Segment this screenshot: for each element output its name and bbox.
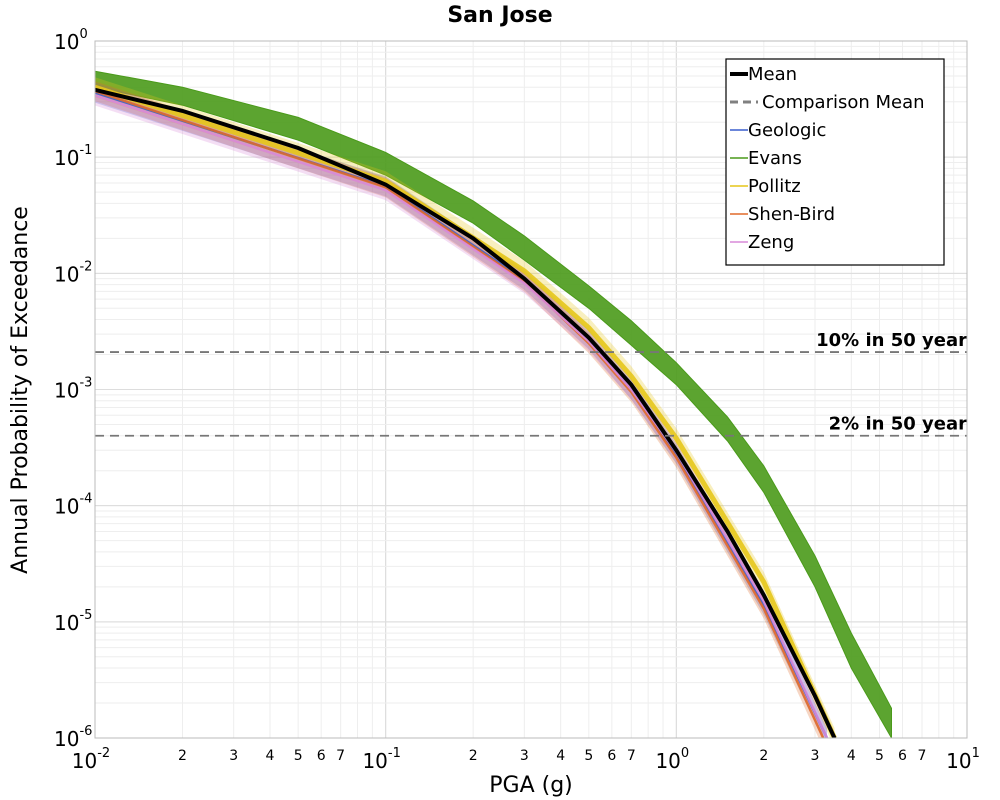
reference-lines: 10% in 50 year 2% in 50 year xyxy=(95,330,967,437)
y-tick-label: 10-2 xyxy=(54,259,92,286)
y-tick-label: 10-1 xyxy=(54,143,92,170)
x-axis-label: PGA (g) xyxy=(489,773,573,798)
series-line-zeng xyxy=(95,94,829,738)
x-minor-tick-label: 6 xyxy=(607,748,616,764)
legend: Mean Comparison Mean Geologic Evans Pollitz S… xyxy=(725,58,945,266)
legend-label-shen-bird: Shen-Bird xyxy=(748,204,835,225)
y-tick-label: 10-6 xyxy=(54,724,92,751)
legend-label-comparison-mean: Comparison Mean xyxy=(762,92,925,113)
series-band-evans xyxy=(95,70,892,738)
y-tick-label: 100 xyxy=(54,27,88,54)
legend-label-geologic: Geologic xyxy=(748,120,826,141)
y-axis-ticks: 100 10-1 10-2 10-3 10-4 10-5 10-6 xyxy=(54,27,92,751)
y-tick-label: 10-4 xyxy=(54,492,92,519)
x-minor-tick-label: 3 xyxy=(520,748,529,764)
evans-band xyxy=(95,70,892,738)
x-minor-tick-label: 4 xyxy=(266,748,275,764)
legend-box xyxy=(725,58,945,266)
y-tick-label: 10-5 xyxy=(54,608,92,635)
legend-label-mean: Mean xyxy=(748,64,797,85)
reference-line-label-1: 10% in 50 year xyxy=(816,330,967,351)
x-minor-tick-label: 4 xyxy=(556,748,565,764)
x-tick-label: 101 xyxy=(946,746,980,773)
y-axis-label: Annual Probability of Exceedance xyxy=(8,206,33,574)
x-minor-tick-label: 6 xyxy=(898,748,907,764)
legend-label-evans: Evans xyxy=(748,148,802,169)
reference-line-label-2: 2% in 50 year xyxy=(829,414,967,435)
x-minor-tick-label: 2 xyxy=(469,748,478,764)
series-line-mean xyxy=(95,87,837,738)
legend-label-pollitz: Pollitz xyxy=(748,176,801,197)
x-minor-tick-label: 7 xyxy=(627,748,636,764)
x-tick-label: 100 xyxy=(655,746,689,773)
legend-label-zeng: Zeng xyxy=(748,232,794,253)
x-minor-tick-label: 5 xyxy=(875,748,884,764)
x-minor-tick-label: 7 xyxy=(918,748,927,764)
x-minor-tick-label: 7 xyxy=(336,748,345,764)
plot-frame xyxy=(94,40,968,739)
x-tick-label: 10-1 xyxy=(362,746,400,773)
series-line-shen-bird xyxy=(95,90,825,738)
x-minor-tick-label: 5 xyxy=(294,748,303,764)
x-minor-tick-label: 2 xyxy=(759,748,768,764)
y-tick-label: 10-3 xyxy=(54,376,92,403)
x-minor-tick-label: 3 xyxy=(229,748,238,764)
x-minor-tick-label: 2 xyxy=(178,748,187,764)
chart-title: San Jose xyxy=(447,3,552,28)
x-minor-tick-label: 5 xyxy=(584,748,593,764)
x-minor-tick-label: 3 xyxy=(811,748,820,764)
x-minor-tick-label: 4 xyxy=(847,748,856,764)
x-tick-label: 10-2 xyxy=(72,746,110,773)
x-minor-tick-label: 6 xyxy=(317,748,326,764)
